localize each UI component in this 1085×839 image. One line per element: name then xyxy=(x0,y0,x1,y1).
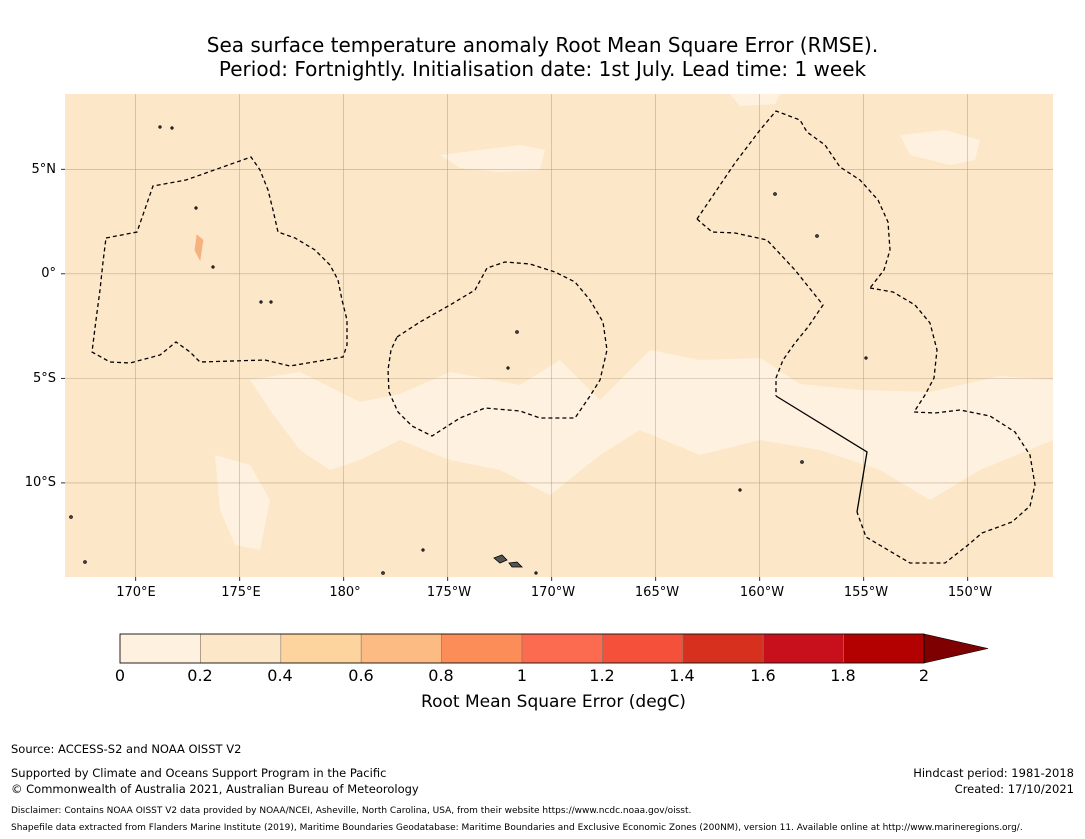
island xyxy=(773,192,777,196)
eez-boundaries xyxy=(91,110,1036,564)
colorbar-tick-label: 0 xyxy=(114,666,126,685)
support-text: Supported by Climate and Oceans Support … xyxy=(11,766,387,780)
lon-label: 175°E xyxy=(221,585,261,600)
island xyxy=(194,234,204,262)
colorbar-tick-label: 1.2 xyxy=(589,666,615,685)
map-background xyxy=(65,94,1053,577)
colorbar-tick-label: 0.2 xyxy=(187,666,213,685)
lon-label: 175°W xyxy=(426,585,472,600)
island xyxy=(381,571,385,575)
colorbar-tick-label: 0.6 xyxy=(348,666,374,685)
island xyxy=(170,126,174,130)
chart-title-line1: Sea surface temperature anomaly Root Mea… xyxy=(206,33,879,57)
colorbar-tick-label: 1 xyxy=(516,666,528,685)
island xyxy=(815,234,819,238)
island xyxy=(493,554,508,564)
low-rmse-patch xyxy=(900,130,980,165)
eez-boundary-east-south xyxy=(856,287,1036,564)
eez-boundary-west xyxy=(91,156,348,367)
lon-label: 170°W xyxy=(530,585,576,600)
colorbar-segment xyxy=(521,633,603,664)
grid-lines xyxy=(65,94,1053,577)
colorbar-segment xyxy=(119,633,201,664)
island xyxy=(259,300,263,304)
island xyxy=(515,330,519,334)
lon-label: 155°W xyxy=(843,585,889,600)
island xyxy=(421,548,425,552)
low-rmse-patch xyxy=(215,455,270,550)
colorbar-tick-label: 1.4 xyxy=(669,666,695,685)
eez-boundary-east-mid xyxy=(696,218,824,396)
colorbar-segment xyxy=(843,633,925,664)
island xyxy=(194,206,198,210)
colorbar-segment xyxy=(602,633,684,664)
eez-boundary-solid xyxy=(775,395,868,513)
low-rmse-patches xyxy=(215,94,1053,550)
colorbar-segment xyxy=(280,633,362,664)
island xyxy=(534,571,538,575)
disclaimer-text: Disclaimer: Contains NOAA OISST V2 data … xyxy=(11,806,692,816)
colorbar-tick-label: 0.4 xyxy=(267,666,293,685)
island xyxy=(506,366,510,370)
low-rmse-band xyxy=(250,350,1053,500)
lon-label: 170°E xyxy=(116,585,156,600)
island xyxy=(738,488,742,492)
lon-label: 165°W xyxy=(634,585,680,600)
colorbar-segment xyxy=(682,633,764,664)
island xyxy=(211,265,215,269)
island xyxy=(864,356,868,360)
island xyxy=(269,300,273,304)
colorbar-tick-label: 1.8 xyxy=(830,666,856,685)
island xyxy=(800,460,804,464)
lat-label: 5°N xyxy=(31,162,57,177)
lat-label: 10°S xyxy=(24,475,56,490)
lon-label: 150°W xyxy=(947,585,993,600)
copyright-text: © Commonwealth of Australia 2021, Austra… xyxy=(11,782,419,796)
colorbar-tick-label: 0.8 xyxy=(428,666,454,685)
eez-boundary-east-north xyxy=(696,110,891,289)
created-date: Created: 17/10/2021 xyxy=(954,782,1074,796)
lat-label: 5°S xyxy=(32,371,56,386)
lon-label: 160°W xyxy=(739,585,785,600)
colorbar-label: Root Mean Square Error (degC) xyxy=(421,692,686,712)
island xyxy=(158,125,162,129)
low-rmse-patch xyxy=(730,94,780,106)
low-rmse-patch xyxy=(730,372,780,400)
low-rmse-patch xyxy=(440,145,545,172)
chart-title-line2: Period: Fortnightly. Initialisation date… xyxy=(218,57,867,81)
colorbar-segment xyxy=(441,633,523,664)
lon-label: 180° xyxy=(329,585,361,600)
islands xyxy=(69,125,868,575)
island xyxy=(69,515,73,519)
island xyxy=(508,561,523,568)
shapefile-credit: Shapefile data extracted from Flanders M… xyxy=(11,823,1023,833)
colorbar-frame xyxy=(119,633,925,664)
source-text: Source: ACCESS-S2 and NOAA OISST V2 xyxy=(11,742,242,756)
colorbar-tick-label: 1.6 xyxy=(750,666,776,685)
eez-boundary-central xyxy=(387,261,608,437)
hindcast-period: Hindcast period: 1981-2018 xyxy=(913,766,1074,780)
colorbar-segment xyxy=(762,633,844,664)
colorbar-segment xyxy=(200,633,282,664)
map-plot xyxy=(61,94,1053,581)
colorbar-extend-arrow xyxy=(923,633,989,664)
colorbar-segment xyxy=(360,633,442,664)
island xyxy=(83,560,87,564)
colorbar-tick-label: 2 xyxy=(918,666,930,685)
lat-label: 0° xyxy=(41,266,56,281)
